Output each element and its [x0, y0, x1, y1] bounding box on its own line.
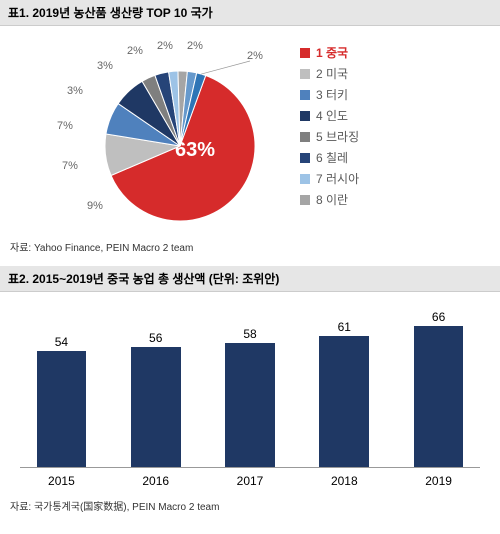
legend-label: 7 러시아 [316, 170, 359, 187]
bar-value-label: 61 [338, 320, 351, 334]
chart1-area: 63% 9%7%7%3%3%2%2%2%2% 1 중국2 미국3 터키4 인도5… [0, 26, 500, 235]
legend-swatch [300, 48, 310, 58]
legend-item: 5 브라징 [300, 128, 359, 145]
chart1-source: 자료: Yahoo Finance, PEIN Macro 2 team [0, 235, 500, 266]
legend-swatch [300, 132, 310, 142]
legend-label: 5 브라징 [316, 128, 359, 145]
bar-rect [131, 347, 181, 467]
legend-label: 2 미국 [316, 65, 348, 82]
pie-slice-label: 2% [187, 40, 203, 52]
legend-label: 8 이란 [316, 191, 348, 208]
legend-label: 3 터키 [316, 86, 348, 103]
bar-xlabel: 2019 [397, 474, 480, 488]
chart1-legend: 1 중국 2 미국 3 터키 4 인도 5 브라징 6 칠레 7 러시아 8 이란 [300, 36, 359, 212]
legend-item: 4 인도 [300, 107, 359, 124]
legend-item: 8 이란 [300, 191, 359, 208]
pie-slice-label: 2% [157, 40, 173, 52]
bar-value-label: 54 [55, 335, 68, 349]
bar-rect [225, 343, 275, 467]
bar-rect [37, 351, 87, 467]
bar-xaxis: 2015 2016 2017 2018 2019 [20, 474, 480, 488]
pie-slice-label: 3% [67, 85, 83, 97]
bar-xlabel: 2018 [303, 474, 386, 488]
pie-chart: 63% 9%7%7%3%3%2%2%2%2% [10, 36, 300, 231]
chart2-area: 54 56 58 61 66 2015 2016 2017 2018 2019 [0, 292, 500, 494]
bar-column: 61 [303, 320, 386, 467]
legend-label: 1 중국 [316, 44, 348, 61]
bar-value-label: 58 [243, 327, 256, 341]
chart2-title: 표2. 2015~2019년 중국 농업 총 생산액 (단위: 조위안) [0, 266, 500, 292]
bar-column: 66 [397, 310, 480, 467]
legend-item: 3 터키 [300, 86, 359, 103]
pie-slice-label: 2% [247, 50, 263, 62]
legend-item: 1 중국 [300, 44, 359, 61]
pie-slice-label: 7% [57, 120, 73, 132]
legend-swatch [300, 195, 310, 205]
chart1-title: 표1. 2019년 농산품 생산량 TOP 10 국가 [0, 0, 500, 26]
pie-slice-label: 2% [127, 45, 143, 57]
legend-item: 7 러시아 [300, 170, 359, 187]
bar-rect [414, 326, 464, 467]
bar-xlabel: 2017 [209, 474, 292, 488]
bar-column: 56 [114, 331, 197, 467]
bar-rect [319, 336, 369, 467]
legend-swatch [300, 153, 310, 163]
legend-swatch [300, 111, 310, 121]
bar-value-label: 66 [432, 310, 445, 324]
legend-swatch [300, 69, 310, 79]
pie-slice-label: 7% [62, 160, 78, 172]
pie-slice-label: 3% [97, 60, 113, 72]
bar-xlabel: 2016 [114, 474, 197, 488]
legend-item: 2 미국 [300, 65, 359, 82]
chart2-source: 자료: 국가통계국(国家数据), PEIN Macro 2 team [0, 494, 500, 525]
pie-slice-label: 9% [87, 200, 103, 212]
legend-swatch [300, 174, 310, 184]
bar-chart: 54 56 58 61 66 [20, 308, 480, 468]
legend-item: 6 칠레 [300, 149, 359, 166]
legend-swatch [300, 90, 310, 100]
bar-column: 54 [20, 335, 103, 467]
bar-column: 58 [209, 327, 292, 467]
legend-label: 4 인도 [316, 107, 348, 124]
bar-value-label: 56 [149, 331, 162, 345]
legend-label: 6 칠레 [316, 149, 348, 166]
bar-xlabel: 2015 [20, 474, 103, 488]
